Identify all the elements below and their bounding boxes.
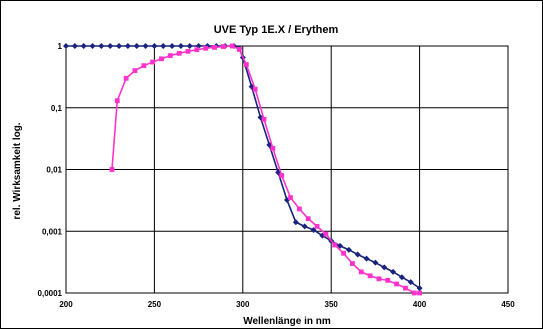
data-point	[109, 167, 115, 172]
plot-area	[65, 45, 509, 294]
data-point	[176, 50, 182, 56]
data-point	[169, 43, 176, 49]
data-point	[107, 43, 114, 49]
x-axis-label: Wellenlänge in nm	[243, 316, 331, 327]
data-point	[220, 44, 226, 49]
data-point	[367, 273, 373, 279]
data-point	[159, 56, 164, 62]
data-point	[236, 47, 242, 52]
data-point	[167, 53, 173, 58]
data-point	[416, 285, 423, 292]
data-point	[63, 43, 69, 49]
data-point	[301, 223, 308, 230]
y-tick-label: 0,0001	[38, 289, 63, 298]
data-point	[398, 274, 405, 281]
x-tick-label: 250	[148, 300, 162, 309]
data-point	[411, 290, 417, 296]
data-point	[270, 145, 276, 151]
series-layer	[63, 43, 423, 296]
data-point	[71, 43, 78, 49]
x-tick-label: 450	[501, 300, 515, 309]
grid	[65, 45, 509, 294]
data-point	[203, 45, 209, 51]
data-point	[314, 223, 320, 229]
data-point	[403, 285, 408, 291]
data-point	[114, 98, 120, 104]
data-point	[358, 269, 364, 275]
y-tick-label: 0,01	[46, 166, 62, 175]
data-point	[177, 43, 184, 49]
data-point	[381, 264, 388, 271]
data-point	[376, 276, 382, 282]
data-point	[337, 242, 344, 249]
data-point	[185, 48, 191, 54]
data-point	[354, 251, 361, 258]
y-tick-label: 1	[58, 42, 63, 51]
data-point	[160, 43, 167, 49]
data-point	[80, 43, 87, 49]
data-point	[194, 47, 200, 53]
data-point	[132, 68, 138, 73]
data-point	[394, 281, 400, 287]
series-square	[109, 43, 422, 296]
y-axis-label: rel. Wirksamkeit log.	[12, 122, 23, 219]
data-point	[141, 63, 147, 69]
data-point	[296, 206, 302, 212]
data-point	[350, 261, 355, 266]
data-point	[150, 59, 156, 65]
data-point	[323, 231, 329, 237]
data-point	[123, 75, 129, 81]
data-point	[212, 44, 217, 50]
data-point	[305, 216, 311, 222]
data-point	[151, 43, 158, 49]
data-point	[124, 43, 131, 49]
data-point	[229, 43, 235, 49]
data-point	[385, 277, 391, 283]
data-point	[288, 195, 293, 201]
data-point	[279, 173, 285, 178]
data-point	[116, 43, 123, 49]
data-point	[261, 116, 267, 122]
data-point	[98, 43, 105, 49]
data-point	[243, 62, 249, 67]
data-point	[252, 86, 258, 92]
data-point	[133, 43, 140, 49]
data-point	[372, 259, 379, 266]
x-tick-label: 400	[413, 300, 427, 309]
y-tick-label: 0,001	[42, 227, 63, 236]
data-point	[292, 219, 299, 226]
x-tick-label: 300	[236, 300, 250, 309]
tick-labels: 200 250 300 350 400 450 1 0,1 0,01 0,001 0,0001	[38, 42, 516, 309]
x-tick-label: 350	[325, 300, 339, 309]
x-tick-label: 200	[59, 300, 73, 309]
data-point	[390, 268, 397, 275]
data-point	[345, 246, 352, 253]
y-tick-label: 0,1	[51, 104, 63, 113]
data-point	[142, 43, 149, 49]
data-point	[341, 250, 346, 256]
data-point	[89, 43, 96, 49]
data-point	[363, 255, 370, 262]
data-point	[407, 279, 414, 286]
data-point	[186, 43, 193, 49]
data-point	[417, 290, 422, 296]
chart-title: UVE Typ 1E.X / Erythem	[214, 24, 339, 36]
data-point	[332, 242, 338, 248]
